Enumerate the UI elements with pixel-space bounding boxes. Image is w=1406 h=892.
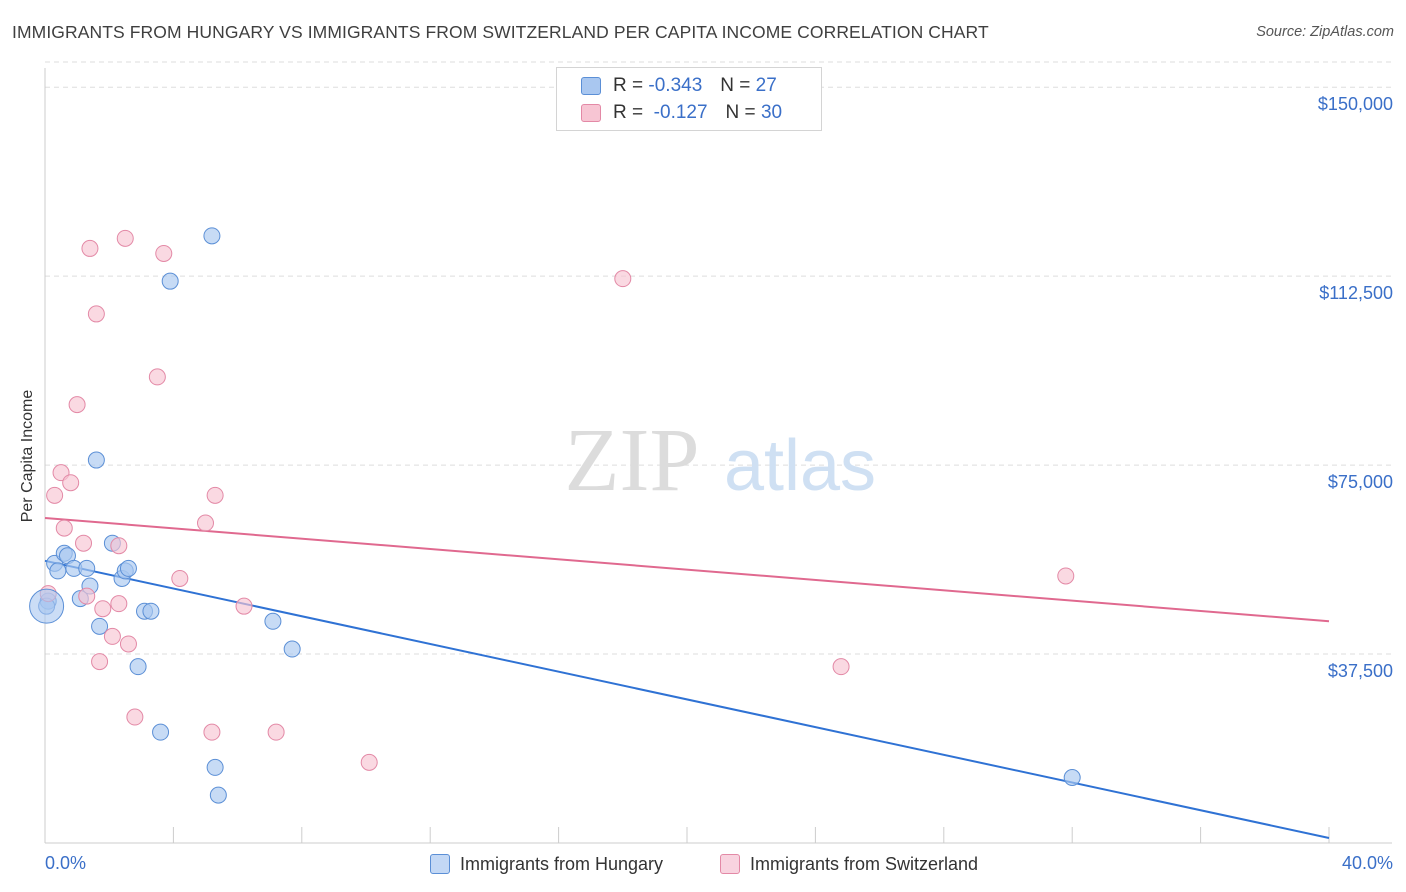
- series-legend-hungary[interactable]: Immigrants from Hungary: [430, 852, 663, 876]
- switzerland-point: [110, 537, 128, 555]
- hungary-point: [209, 786, 227, 804]
- x-tick-label-min: 0.0%: [45, 853, 86, 873]
- switzerland-point: [832, 658, 850, 676]
- switzerland-point: [1057, 567, 1075, 585]
- switzerland-point: [46, 486, 64, 504]
- axes: [44, 68, 1392, 844]
- gridlines: [45, 61, 1392, 655]
- switzerland-point: [62, 474, 80, 492]
- hungary-point: [78, 559, 96, 577]
- switzerland-point: [148, 368, 166, 386]
- hungary-point: [129, 658, 147, 676]
- hungary-cluster-point: [29, 588, 65, 624]
- hungary-point: [161, 272, 179, 290]
- r-value-hungary: -0.343: [648, 75, 703, 96]
- switzerland-point: [203, 723, 221, 741]
- series-swatch-hungary: [430, 854, 450, 874]
- hungary-point: [142, 602, 160, 620]
- legend-swatch-switzerland: [581, 104, 601, 122]
- series-label-switzerland: Immigrants from Switzerland: [750, 853, 979, 874]
- y-tick-labels: $37,500 $75,000 $112,500 $150,000: [1318, 94, 1393, 681]
- watermark-atlas: atlas: [724, 426, 876, 506]
- switzerland-point: [614, 270, 632, 288]
- switzerland-point: [103, 627, 121, 645]
- x-tick-label-max: 40.0%: [1342, 853, 1393, 873]
- switzerland-point: [81, 239, 99, 257]
- switzerland-point: [87, 305, 105, 323]
- switzerland-point: [360, 753, 378, 771]
- switzerland-point: [110, 595, 128, 613]
- switzerland-point: [116, 229, 134, 247]
- switzerland-point: [206, 486, 224, 504]
- switzerland-point: [75, 534, 93, 552]
- n-label: N =: [725, 102, 756, 123]
- hungary-point: [49, 562, 67, 580]
- switzerland-point: [68, 396, 86, 414]
- n-value-hungary: 27: [755, 75, 777, 96]
- r-value-switzerland: -0.127: [653, 102, 708, 123]
- hungary-point: [87, 451, 105, 469]
- y-tick-label: $75,000: [1328, 472, 1393, 492]
- y-axis-label: Per Capita Income: [19, 389, 36, 523]
- hungary-point: [152, 723, 170, 741]
- legend-swatch-hungary: [581, 77, 601, 95]
- legend-row-switzerland: R = -0.127 N = 30: [581, 101, 782, 125]
- switzerland-point: [94, 600, 112, 618]
- hungary-point: [119, 559, 137, 577]
- correlation-legend: R = -0.343 N = 27 R = -0.127 N = 30: [556, 67, 822, 131]
- legend-row-hungary: R = -0.343 N = 27: [581, 74, 777, 98]
- y-tick-label: $112,500: [1319, 283, 1393, 303]
- r-label: R =: [613, 75, 644, 96]
- hungary-point: [206, 758, 224, 776]
- switzerland-point: [78, 587, 96, 605]
- switzerland-point: [171, 569, 189, 587]
- y-tick-label: $150,000: [1318, 94, 1393, 114]
- source-label: Source: ZipAtlas.com: [1256, 24, 1394, 40]
- switzerland-point: [55, 519, 73, 537]
- hungary-point: [283, 640, 301, 658]
- hungary-point: [264, 612, 282, 630]
- series-swatch-switzerland: [720, 854, 740, 874]
- data-points: [29, 227, 1081, 804]
- r-label: R =: [613, 102, 644, 123]
- series-label-hungary: Immigrants from Hungary: [460, 853, 664, 874]
- hungary-point: [1063, 768, 1081, 786]
- switzerland-point: [197, 514, 214, 532]
- hungary-point: [91, 617, 109, 635]
- n-label: N =: [720, 75, 751, 96]
- switzerland-point: [267, 723, 285, 741]
- switzerland-point: [155, 244, 173, 262]
- hungary-trend-line: [44, 559, 1330, 839]
- switzerland-point: [119, 635, 137, 653]
- chart-title: IMMIGRANTS FROM HUNGARY VS IMMIGRANTS FR…: [12, 22, 989, 42]
- switzerland-point: [91, 653, 109, 671]
- trend-lines: [44, 517, 1330, 839]
- watermark: ZIP atlas: [565, 411, 877, 510]
- y-tick-label: $37,500: [1328, 661, 1393, 681]
- n-value-switzerland: 30: [760, 102, 783, 123]
- switzerland-point: [235, 597, 253, 615]
- switzerland-trend-line: [44, 517, 1330, 623]
- series-legend-switzerland[interactable]: Immigrants from Switzerland: [720, 852, 978, 876]
- hungary-point: [203, 227, 221, 245]
- watermark-zip: ZIP: [565, 411, 700, 510]
- switzerland-point: [126, 708, 144, 726]
- x-tick-labels: 0.0% 40.0%: [45, 853, 1393, 873]
